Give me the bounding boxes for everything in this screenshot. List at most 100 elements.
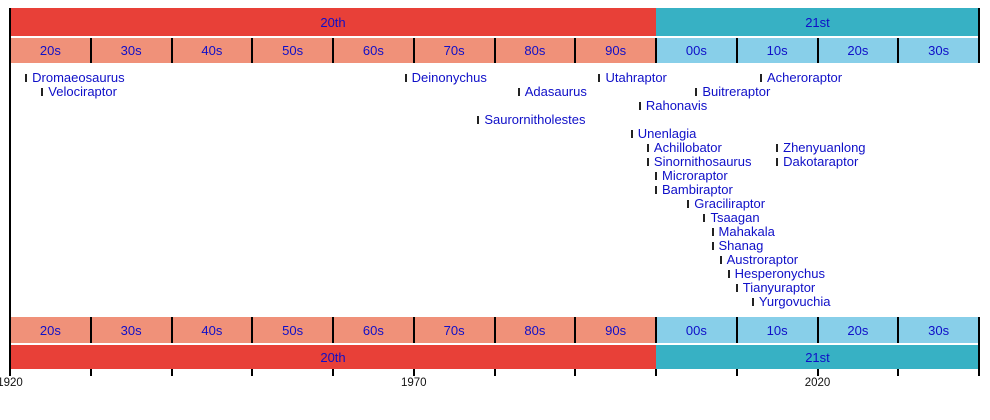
taxon-label[interactable]: Adasaurus — [524, 84, 587, 99]
taxon-item: Dakotaraptor — [776, 155, 858, 169]
taxon-label[interactable]: Dromaeosaurus — [32, 70, 125, 85]
taxon-tick-marker — [646, 144, 649, 152]
taxon-tick-marker — [25, 74, 28, 82]
decade-cell-21st-30s: 30s — [898, 317, 979, 343]
decade-label[interactable]: 10s — [766, 43, 788, 58]
decade-label[interactable]: 60s — [362, 322, 384, 338]
axis-tick — [574, 369, 577, 376]
decade-label[interactable]: 90s — [605, 43, 627, 58]
decade-label[interactable]: 20s — [847, 322, 869, 338]
decade-cell-20th-30s: 30s — [90, 317, 172, 343]
taxon-item: Tianyuraptor — [735, 280, 816, 295]
taxon-tick-marker — [655, 172, 657, 180]
taxon-label[interactable]: Unenlagia — [637, 126, 697, 141]
taxon-label[interactable]: Acheroraptor — [766, 70, 843, 85]
decade-label[interactable]: 10s — [766, 322, 788, 338]
century-label[interactable]: 21st — [805, 14, 830, 30]
taxon-tick-marker — [630, 130, 633, 138]
decade-separator — [735, 38, 738, 63]
decade-label[interactable]: 30s — [120, 322, 142, 338]
decade-separator — [655, 38, 657, 63]
century-band-20th: 20th — [10, 8, 656, 36]
decade-cell-20th-50s: 50s — [252, 317, 333, 343]
taxon-label[interactable]: Buitreraptor — [702, 84, 771, 99]
axis-tick — [412, 369, 415, 376]
decade-label[interactable]: 60s — [362, 43, 384, 58]
decade-separator — [574, 38, 577, 63]
taxon-item: Zhenyuanlong — [776, 140, 866, 155]
decade-separator — [89, 38, 92, 63]
axis-tick — [332, 369, 334, 376]
taxon-label[interactable]: Yurgovuchia — [758, 294, 831, 309]
taxon-label[interactable]: Utahraptor — [605, 70, 667, 85]
decade-cell-20th-90s: 90s — [575, 38, 656, 63]
decade-label[interactable]: 70s — [443, 43, 465, 58]
taxon-label[interactable]: Dakotaraptor — [783, 154, 859, 169]
century-label[interactable]: 20th — [320, 14, 346, 30]
taxon-label[interactable]: Achillobator — [653, 140, 722, 155]
taxon-item: Buitreraptor — [695, 85, 770, 99]
century-label[interactable]: 21st — [805, 349, 830, 365]
taxon-item: Hesperonychus — [727, 266, 825, 281]
axis-tick — [897, 369, 900, 376]
decade-label[interactable]: 20s — [847, 43, 869, 58]
taxon-label[interactable]: Tsaagan — [710, 210, 760, 225]
taxon-label[interactable]: Tianyuraptor — [742, 280, 816, 295]
decade-cell-21st-30s: 30s — [898, 38, 979, 63]
decade-label[interactable]: 00s — [685, 322, 707, 338]
taxon-item: Graciliraptor — [687, 197, 765, 211]
decade-label[interactable]: 90s — [605, 322, 627, 338]
taxon-label[interactable]: Deinonychus — [411, 70, 487, 85]
taxon-item: Austroraptor — [719, 252, 799, 267]
decade-label[interactable]: 70s — [443, 322, 465, 338]
taxon-item: Shanag — [711, 238, 764, 253]
taxon-item: Unenlagia — [630, 126, 697, 141]
taxon-label[interactable]: Mahakala — [718, 224, 775, 239]
taxon-label[interactable]: Shanag — [718, 238, 764, 253]
decade-label[interactable]: 30s — [120, 43, 142, 58]
taxon-tick-marker — [735, 284, 738, 292]
taxon-label[interactable]: Hesperonychus — [734, 266, 825, 281]
plot-border-right-top — [978, 8, 980, 63]
taxon-label[interactable]: Saurornitholestes — [484, 112, 586, 127]
taxon-label[interactable]: Sinornithosaurus — [653, 154, 752, 169]
taxon-tick-marker — [776, 158, 779, 166]
decade-separator — [170, 38, 173, 63]
decade-label[interactable]: 80s — [524, 322, 546, 338]
decade-cell-20th-80s: 80s — [494, 38, 576, 63]
taxon-item: Utahraptor — [598, 70, 667, 85]
plot-border-right-bottom — [978, 317, 980, 376]
taxon-item: Rahonavis — [638, 98, 708, 113]
decade-label[interactable]: 00s — [685, 43, 707, 58]
decade-label[interactable]: 30s — [928, 322, 950, 338]
taxon-label[interactable]: Rahonavis — [645, 98, 708, 113]
decade-label[interactable]: 30s — [928, 43, 950, 58]
decade-separator — [816, 38, 819, 63]
taxon-tick-marker — [759, 74, 762, 82]
decade-cell-20th-60s: 60s — [333, 317, 414, 343]
decade-cell-20th-90s: 90s — [575, 317, 656, 343]
taxon-label[interactable]: Austroraptor — [726, 252, 799, 267]
taxon-label[interactable]: Graciliraptor — [694, 196, 766, 211]
century-band-21st: 21st — [656, 8, 979, 36]
taxon-label[interactable]: Bambiraptor — [662, 182, 733, 197]
decade-label[interactable]: 20s — [39, 43, 61, 58]
decade-label[interactable]: 50s — [282, 43, 304, 58]
axis-year-label: 1920 — [0, 377, 23, 389]
decade-label[interactable]: 20s — [39, 322, 61, 338]
taxon-label[interactable]: Velociraptor — [48, 84, 117, 99]
taxon-label[interactable]: Microraptor — [662, 168, 728, 183]
century-label[interactable]: 20th — [320, 349, 346, 365]
decade-label[interactable]: 40s — [201, 322, 223, 338]
decade-separator — [897, 317, 900, 343]
decade-cell-20th-80s: 80s — [494, 317, 576, 343]
decade-label[interactable]: 50s — [282, 322, 304, 338]
decade-label[interactable]: 80s — [524, 43, 546, 58]
taxon-label[interactable]: Zhenyuanlong — [783, 140, 866, 155]
axis-tick — [816, 369, 819, 376]
decade-label[interactable]: 40s — [201, 43, 223, 58]
taxon-tick-marker — [404, 74, 407, 82]
decade-cell-20th-50s: 50s — [252, 38, 333, 63]
taxon-tick-marker — [719, 256, 722, 264]
